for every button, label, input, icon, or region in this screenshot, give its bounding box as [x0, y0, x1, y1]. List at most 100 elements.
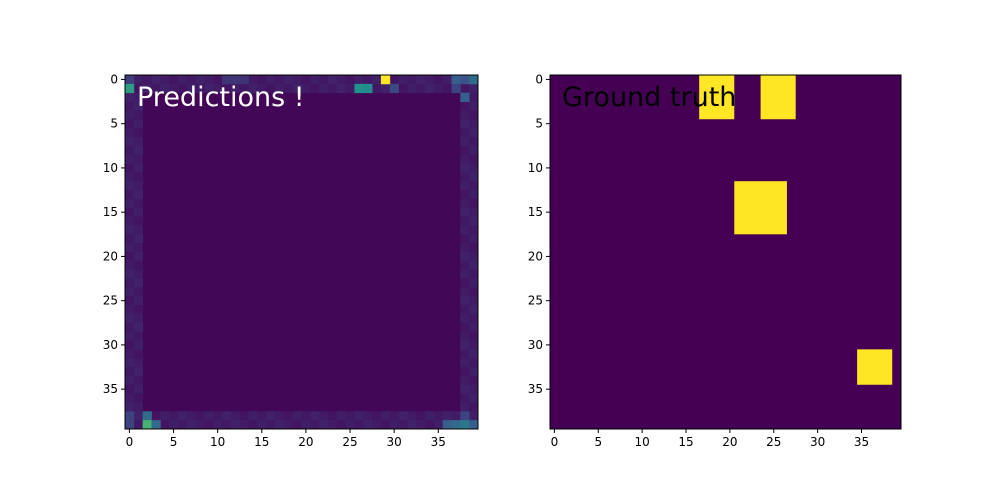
heatmap-cell	[460, 136, 470, 147]
ground-truth-heatmap	[550, 75, 901, 429]
heatmap-cell	[460, 287, 470, 297]
x-tick-label: 10	[210, 435, 225, 449]
heatmap-cell	[125, 190, 135, 200]
heatmap-cell	[275, 420, 285, 430]
heatmap-cell	[407, 75, 417, 85]
heatmap-cell	[469, 198, 479, 209]
heatmap-cell	[283, 420, 294, 430]
heatmap-cell	[389, 83, 399, 94]
heatmap-cell	[151, 75, 161, 85]
heatmap-cell	[222, 420, 232, 430]
heatmap-cell	[319, 411, 329, 421]
heatmap-cell	[469, 145, 479, 156]
heatmap-cell	[301, 75, 311, 85]
heatmap-cell	[133, 119, 144, 129]
heatmap-cell	[460, 181, 470, 191]
predictions-axes: 0 5 10 15 20 25 30 35 0 5 10 15 20 25 30 35	[103, 72, 446, 449]
heatmap-cell	[469, 278, 479, 288]
heatmap-cell	[469, 331, 479, 341]
heatmap-cell	[133, 367, 144, 377]
heatmap-cell	[380, 420, 391, 430]
heatmap-cell	[460, 331, 470, 341]
heatmap-cell	[363, 83, 373, 94]
heatmap-cell	[125, 260, 135, 271]
heatmap-cell	[133, 296, 144, 306]
heatmap-cell	[186, 420, 196, 430]
heatmap-cell	[469, 243, 479, 253]
heatmap-cell	[292, 420, 302, 430]
heatmap-cell	[230, 83, 241, 94]
heatmap-cell	[133, 83, 144, 94]
heatmap-cell	[469, 260, 479, 271]
heatmap-cell	[133, 225, 144, 235]
heatmap-cell	[195, 411, 205, 421]
heatmap-cell	[425, 75, 435, 85]
heatmap-cell	[125, 411, 135, 421]
heatmap-cell	[460, 234, 470, 244]
x-tick-label: 30	[387, 435, 402, 449]
heatmap-cell	[230, 420, 241, 430]
heatmap-cell	[248, 411, 258, 421]
heatmap-cell	[469, 367, 479, 377]
heatmap-cell	[133, 322, 144, 333]
heatmap-cell	[469, 234, 479, 244]
heatmap-cell	[133, 393, 144, 403]
heatmap-cell	[460, 313, 470, 324]
heatmap-cell	[433, 420, 444, 430]
heatmap-cell	[398, 411, 408, 421]
heatmap-cell	[469, 358, 479, 368]
heatmap-cell	[125, 313, 135, 324]
y-tick-label: 10	[528, 161, 543, 175]
heatmap-cell	[125, 384, 135, 394]
heatmap-cell	[336, 83, 347, 94]
heatmap-cell	[151, 83, 161, 94]
heatmap-cell	[469, 349, 479, 359]
heatmap-cell	[239, 420, 249, 430]
heatmap-cell	[460, 296, 470, 306]
heatmap-cell	[133, 305, 144, 315]
heatmap-cell	[469, 225, 479, 235]
heatmap-cell	[327, 83, 338, 94]
heatmap-cell	[354, 75, 364, 85]
heatmap-cell	[416, 83, 426, 94]
heatmap-cell	[177, 83, 188, 94]
heatmap-cell	[433, 83, 444, 94]
y-tick-label: 15	[528, 205, 543, 219]
heatmap-cell	[425, 411, 435, 421]
heatmap-cell	[266, 83, 276, 94]
heatmap-cell	[460, 190, 470, 200]
heatmap-cell	[186, 411, 196, 421]
heatmap-cell	[213, 83, 223, 94]
heatmap-cell	[469, 420, 479, 430]
heatmap-cell	[125, 340, 135, 350]
heatmap-cell	[125, 75, 135, 85]
heatmap-cell	[460, 393, 470, 403]
heatmap-cell	[125, 181, 135, 191]
heatmap-cell	[460, 278, 470, 288]
heatmap-cell	[169, 75, 179, 85]
heatmap-cell	[469, 119, 479, 129]
heatmap-cell	[460, 172, 470, 182]
heatmap-cell	[133, 331, 144, 341]
heatmap-cell	[416, 75, 426, 85]
heatmap-cell	[327, 411, 338, 421]
heatmap-cell	[125, 110, 135, 120]
heatmap-cell	[133, 198, 144, 209]
heatmap-cell	[425, 420, 435, 430]
heatmap-cell	[133, 145, 144, 156]
heatmap-cell	[451, 83, 461, 94]
heatmap-cell	[177, 75, 188, 85]
heatmap-cell	[460, 260, 470, 271]
heatmap-cell	[460, 207, 470, 217]
heatmap-cell	[133, 260, 144, 271]
heatmap-cell	[248, 75, 258, 85]
heatmap-cell	[327, 75, 338, 85]
heatmap-cell	[169, 420, 179, 430]
x-tick-label: 35	[854, 435, 869, 449]
heatmap-cell	[142, 83, 152, 94]
heatmap-cell	[469, 136, 479, 147]
y-tick-label: 0	[535, 72, 543, 86]
heatmap-cell	[469, 296, 479, 306]
heatmap-cell	[460, 119, 470, 129]
heatmap-cell	[204, 83, 214, 94]
